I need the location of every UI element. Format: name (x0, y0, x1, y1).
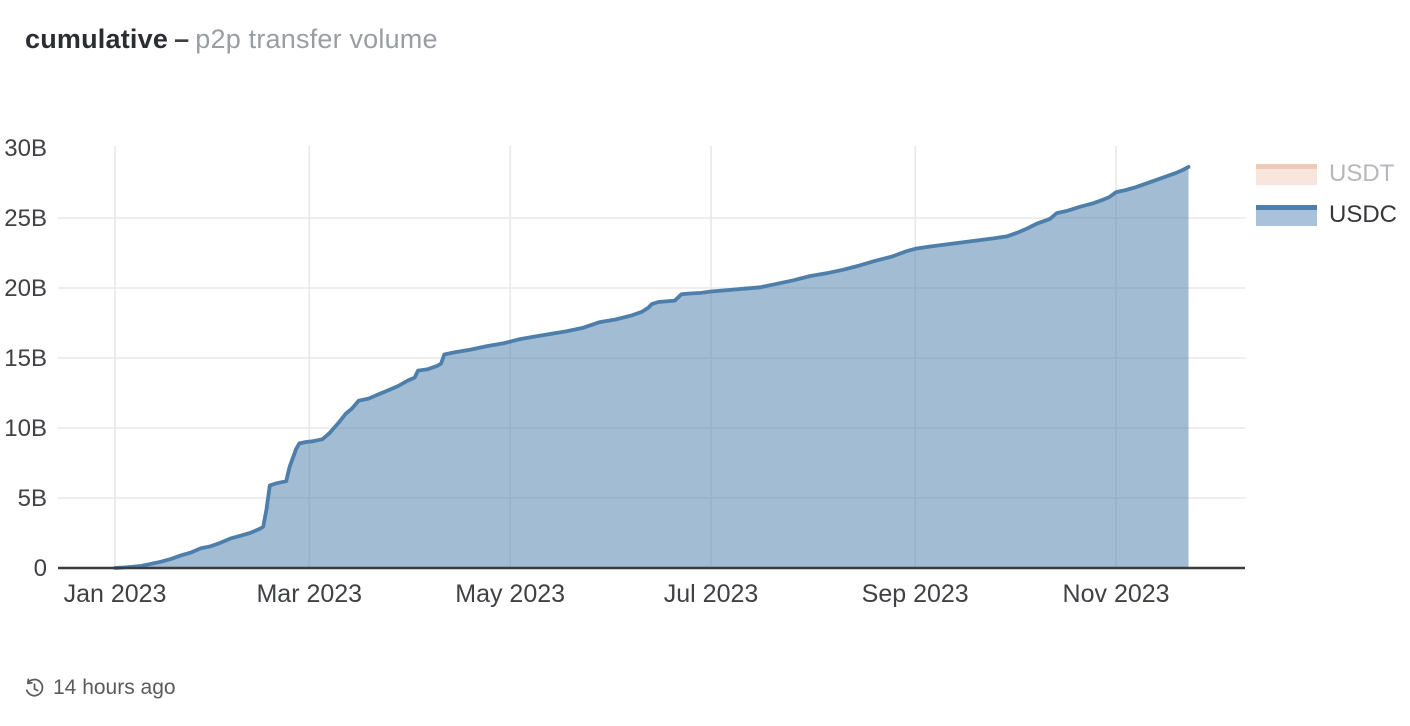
svg-text:Mar 2023: Mar 2023 (256, 580, 362, 608)
legend-item-usdt[interactable]: USDT (1256, 162, 1397, 186)
chart-legend: USDT USDC (1256, 162, 1397, 227)
usdc-swatch-icon (1256, 204, 1317, 226)
svg-text:Jan 2023: Jan 2023 (64, 580, 167, 608)
svg-text:30B: 30B (4, 135, 47, 162)
last-updated-text: 14 hours ago (53, 676, 176, 699)
usdt-swatch-icon (1256, 163, 1317, 185)
title-separator: – (174, 24, 190, 54)
svg-text:May 2023: May 2023 (455, 580, 565, 608)
svg-text:15B: 15B (4, 345, 47, 372)
svg-text:0: 0 (34, 555, 47, 582)
history-icon (24, 678, 45, 699)
legend-label-usdc: USDC (1329, 201, 1398, 228)
svg-text:Nov 2023: Nov 2023 (1063, 580, 1170, 608)
svg-text:20B: 20B (4, 275, 47, 302)
legend-item-usdc[interactable]: USDC (1256, 203, 1397, 227)
chart-header: cumulative – p2p transfer volume (25, 24, 438, 55)
svg-text:Jul 2023: Jul 2023 (664, 580, 759, 608)
svg-text:5B: 5B (18, 485, 47, 512)
area-chart-plot[interactable]: 0 5B 10B 15B 20B 25B 30B Jan 2023 Mar 2023 May 20… (0, 128, 1252, 624)
page-subtitle: p2p transfer volume (195, 24, 438, 54)
last-updated: 14 hours ago (24, 676, 176, 700)
legend-label-usdt: USDT (1329, 160, 1395, 187)
svg-text:25B: 25B (4, 205, 47, 232)
svg-text:Sep 2023: Sep 2023 (862, 580, 969, 608)
svg-text:10B: 10B (4, 415, 47, 442)
page-title: cumulative (25, 24, 169, 54)
